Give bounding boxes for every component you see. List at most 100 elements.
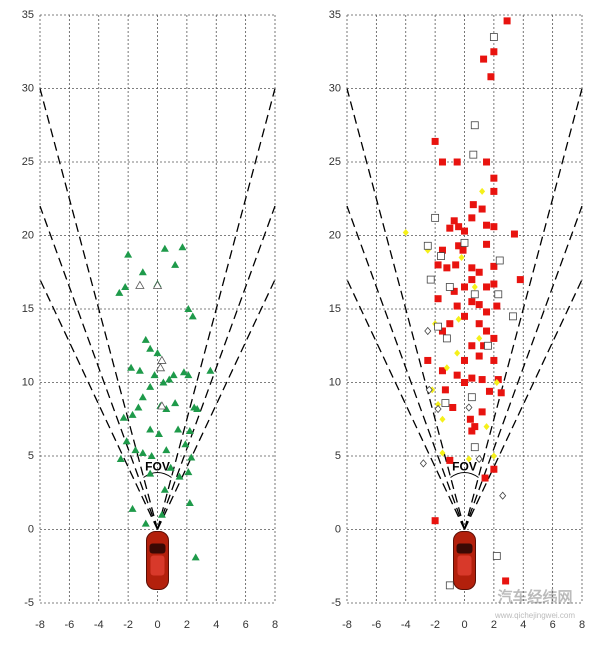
- point: [431, 137, 439, 145]
- point: [185, 499, 194, 507]
- y-tick-label: 15: [22, 303, 34, 315]
- point: [135, 280, 145, 289]
- point: [437, 252, 445, 260]
- point: [438, 327, 446, 335]
- point: [115, 288, 124, 296]
- point: [179, 368, 188, 376]
- point: [185, 427, 194, 435]
- point: [184, 468, 193, 476]
- point: [138, 393, 147, 401]
- x-tick-label: 6: [550, 619, 556, 631]
- point: [171, 260, 180, 268]
- fov-line: [156, 88, 276, 530]
- point: [468, 264, 476, 272]
- y-tick-label: 30: [22, 82, 34, 94]
- point: [483, 240, 491, 248]
- point: [446, 224, 454, 232]
- x-tick-label: -2: [123, 619, 133, 631]
- car-roof: [150, 555, 165, 576]
- point: [147, 452, 156, 459]
- point: [157, 355, 167, 364]
- point: [490, 452, 497, 460]
- x-tick-label: -8: [35, 619, 45, 631]
- car: [453, 531, 476, 590]
- point: [138, 268, 147, 276]
- y-tick-label: 5: [28, 450, 34, 462]
- fov-line: [156, 205, 276, 530]
- point: [475, 352, 483, 360]
- watermark-url: www.qichejingwei.com: [494, 611, 575, 620]
- y-tick-label: 25: [329, 156, 341, 168]
- point: [171, 399, 180, 407]
- x-tick-label: 0: [461, 619, 467, 631]
- point: [481, 474, 489, 482]
- point: [127, 363, 136, 371]
- point: [160, 485, 169, 493]
- point: [494, 290, 503, 299]
- point: [160, 244, 169, 252]
- point: [467, 393, 476, 402]
- point: [471, 283, 478, 291]
- point: [162, 404, 171, 412]
- point: [153, 349, 162, 357]
- point: [459, 246, 467, 254]
- point: [141, 519, 150, 527]
- point: [121, 282, 130, 290]
- point: [495, 256, 504, 265]
- x-tick-label: 2: [184, 619, 190, 631]
- x-tick-label: -2: [430, 619, 440, 631]
- point: [169, 371, 178, 379]
- y-tick-label: 0: [28, 523, 34, 535]
- point: [480, 342, 488, 350]
- point: [483, 423, 490, 431]
- x-tick-label: -4: [401, 619, 411, 631]
- point: [165, 375, 174, 383]
- fov-line: [39, 279, 159, 530]
- fov-arc: [450, 472, 479, 478]
- point: [497, 389, 505, 397]
- point: [470, 290, 479, 299]
- point: [461, 379, 468, 386]
- x-tick-label: -6: [64, 619, 74, 631]
- point: [138, 449, 147, 457]
- point: [135, 366, 144, 374]
- point: [468, 298, 476, 306]
- point: [431, 213, 440, 222]
- point: [193, 404, 202, 412]
- point: [146, 469, 155, 477]
- point: [187, 453, 196, 461]
- point: [124, 250, 133, 258]
- point: [191, 553, 200, 561]
- fov-line: [463, 279, 583, 530]
- y-tick-label: 0: [335, 523, 341, 535]
- x-tick-label: 4: [520, 619, 526, 631]
- point: [485, 387, 493, 395]
- point: [470, 443, 479, 452]
- point: [461, 356, 468, 364]
- y-tick-label: 10: [22, 376, 34, 388]
- point: [146, 344, 155, 352]
- y-tick-label: 30: [329, 82, 341, 94]
- point: [483, 283, 491, 291]
- point: [478, 376, 486, 384]
- point: [465, 403, 473, 412]
- fov-line: [156, 279, 276, 530]
- point: [424, 326, 432, 336]
- point: [468, 427, 476, 435]
- point: [174, 425, 183, 433]
- car-windshield: [149, 543, 166, 554]
- point: [479, 187, 486, 195]
- point: [490, 334, 498, 342]
- point: [152, 280, 163, 289]
- point: [141, 335, 150, 343]
- point: [458, 254, 465, 262]
- point: [490, 262, 498, 270]
- point: [461, 227, 468, 235]
- car-roof: [457, 555, 472, 576]
- point: [431, 517, 439, 525]
- y-tick-label: -5: [331, 597, 341, 609]
- point: [434, 322, 442, 331]
- point: [441, 399, 450, 407]
- point: [466, 415, 474, 423]
